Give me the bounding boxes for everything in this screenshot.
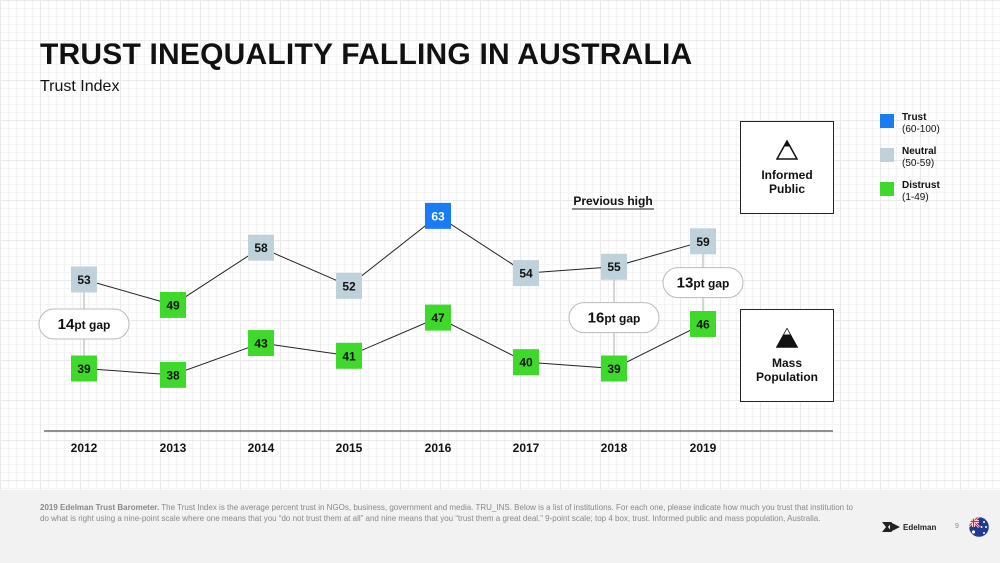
gap-label-2019: 13pt gap	[677, 275, 730, 292]
triangle-outline-icon	[776, 139, 798, 160]
gap-pill-2012	[38, 308, 130, 340]
data-label-s0-2016: 63	[431, 209, 445, 223]
informed-public-label-line1: Informed	[761, 167, 813, 182]
x-tick-label-2019: 2019	[690, 441, 717, 455]
edelman-mark-icon	[882, 522, 900, 532]
data-point-s1-2019	[690, 310, 716, 337]
data-label-s0-2019: 59	[696, 235, 710, 249]
informed-public-box: Informed Public	[740, 121, 834, 214]
data-point-s0-2012	[71, 266, 97, 293]
data-point-s0-2013	[160, 291, 186, 318]
legend-trust-name: Trust	[902, 112, 927, 123]
data-point-s0-2018	[601, 253, 627, 280]
data-label-s0-2015: 52	[342, 279, 356, 293]
page-number: 9	[955, 523, 959, 530]
data-label-s1-2019: 46	[696, 317, 710, 331]
data-point-s1-2017	[513, 349, 539, 376]
data-label-s1-2015: 41	[342, 349, 356, 363]
data-point-s0-2014	[248, 234, 274, 261]
x-tick-label-2017: 2017	[513, 441, 540, 455]
gap-label-2018: 16pt gap	[588, 310, 641, 327]
footnote-text: The Trust Index is the average percent t…	[40, 503, 853, 523]
data-label-s1-2016: 47	[431, 311, 445, 325]
footnote: 2019 Edelman Trust Barometer. The Trust …	[40, 502, 860, 524]
footer: 2019 Edelman Trust Barometer. The Trust …	[0, 490, 1000, 563]
mass-population-label-line1: Mass	[771, 355, 803, 370]
triangle-filled-icon	[776, 327, 798, 348]
edelman-logo: Edelman	[882, 520, 936, 534]
series-line-1	[83, 317, 704, 376]
x-tick-label-2016: 2016	[425, 441, 452, 455]
data-label-s1-2014: 43	[254, 337, 268, 351]
x-tick-label-2013: 2013	[160, 441, 187, 455]
data-label-s1-2017: 40	[519, 356, 533, 370]
data-label-s0-2012: 53	[77, 273, 91, 287]
legend: Trust (60-100) Neutral (50-59) Distrust (1-…	[880, 112, 940, 214]
annotation-previous-high: Previous high	[573, 194, 652, 208]
legend-item-neutral: Neutral (50-59)	[880, 146, 940, 170]
informed-public-label-line2: Public	[768, 181, 805, 196]
data-label-s1-2012: 39	[77, 362, 91, 376]
brand-name: Edelman	[903, 522, 937, 532]
data-label-s1-2013: 38	[166, 368, 180, 382]
data-label-s0-2013: 49	[166, 298, 180, 312]
mass-population-box: Mass Population	[740, 309, 834, 402]
data-point-s0-2015	[336, 272, 362, 299]
footnote-source: 2019 Edelman Trust Barometer.	[40, 503, 160, 512]
legend-distrust-name: Distrust	[902, 180, 940, 191]
legend-neutral-name: Neutral	[902, 146, 937, 157]
x-tick-label-2018: 2018	[601, 441, 628, 455]
data-point-s1-2016	[425, 304, 451, 331]
page-subtitle: Trust Index	[40, 78, 120, 95]
data-label-s0-2018: 55	[607, 260, 621, 274]
australia-flag-icon	[968, 516, 990, 538]
data-label-s0-2017: 54	[519, 267, 533, 281]
legend-swatch-neutral	[880, 148, 894, 162]
legend-swatch-distrust	[880, 182, 894, 196]
data-label-s0-2014: 58	[254, 241, 268, 255]
data-point-s0-2016	[425, 202, 451, 229]
data-point-s1-2013	[160, 361, 186, 388]
data-point-s0-2017	[513, 260, 539, 287]
data-point-s1-2012	[71, 355, 97, 382]
data-point-s1-2015	[336, 342, 362, 369]
data-point-s0-2019	[690, 228, 716, 255]
data-point-s1-2014	[248, 330, 274, 357]
series-line-0	[83, 215, 704, 306]
page-title: TRUST INEQUALITY FALLING IN AUSTRALIA	[40, 38, 693, 71]
gap-pill-2018	[568, 302, 660, 334]
gap-pill-2019	[662, 267, 744, 299]
x-tick-label-2015: 2015	[336, 441, 363, 455]
legend-item-trust: Trust (60-100)	[880, 112, 940, 136]
data-point-s1-2018	[601, 355, 627, 382]
gap-label-2012: 14pt gap	[58, 316, 111, 333]
legend-trust-range: (60-100)	[902, 124, 940, 135]
trust-index-chart: 53 49 58 52 63 54 55 59 39 38 43 41 47 40 39 46 14pt gap…	[38, 194, 833, 455]
legend-swatch-trust	[880, 114, 894, 128]
mass-population-label-line2: Population	[756, 369, 818, 384]
x-tick-label-2014: 2014	[248, 441, 275, 455]
legend-distrust-range: (1-49)	[902, 192, 929, 203]
data-label-s1-2018: 39	[607, 362, 621, 376]
legend-item-distrust: Distrust (1-49)	[880, 180, 940, 204]
x-tick-label-2012: 2012	[71, 441, 98, 455]
legend-neutral-range: (50-59)	[902, 158, 935, 169]
